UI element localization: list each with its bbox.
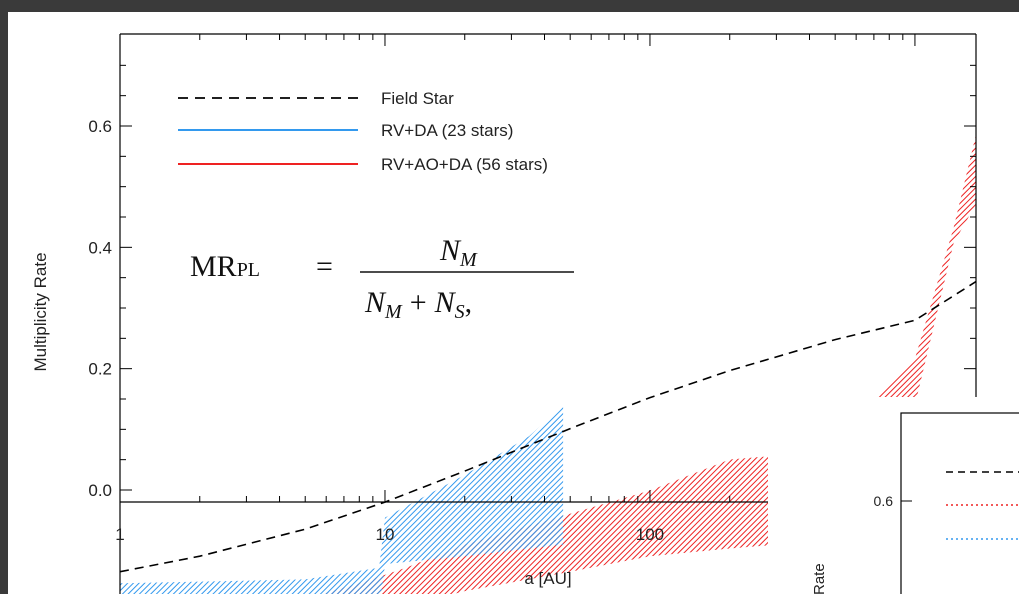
legend-label: Field Star — [381, 89, 454, 108]
legend-label: RV+DA (23 stars) — [381, 121, 513, 140]
equation-numerator: N — [439, 234, 462, 267]
band-rv-da — [120, 405, 564, 594]
y-axis-label: Multiplicity Rate — [31, 252, 50, 371]
equation-denominator2: N — [434, 286, 457, 319]
inset-chart: 0.6 Rate — [768, 397, 1019, 594]
legend-label: RV+AO+DA (56 stars) — [381, 155, 548, 174]
equation-plus: + — [410, 286, 427, 319]
equation-trailing: , — [465, 286, 473, 319]
x-axis-label: a [AU] — [524, 569, 571, 588]
y-tick-label: 0.4 — [88, 238, 112, 257]
equation-numerator-sub: M — [459, 249, 478, 271]
svg-text:MRPL: MRPL — [190, 250, 260, 283]
equation-lhs: MR — [190, 250, 237, 283]
figure-canvas: 1101001000a [AU]0.00.20.40.6Multiplicity… — [8, 12, 1019, 594]
field-star-line — [120, 280, 976, 573]
x-tick-label: 1 — [115, 525, 124, 544]
inset-y-tick-label: 0.6 — [874, 493, 894, 509]
x-tick-label: 10 — [376, 525, 395, 544]
equation-lhs-sub: PL — [237, 259, 260, 281]
svg-text:NM+NS,: NM + NS, — [364, 286, 472, 323]
y-tick-label: 0.6 — [88, 117, 112, 136]
svg-text:NM: NM — [439, 234, 478, 271]
inset-frame — [900, 412, 1019, 594]
multiplicity-equation: MRPL = NM NM + NS, — [190, 234, 574, 323]
equation-denominator-sub1: M — [384, 301, 403, 323]
y-tick-label: 0.2 — [88, 360, 112, 379]
y-tick-label: 0.0 — [88, 481, 112, 500]
equation-denominator: N — [364, 286, 387, 319]
x-tick-label: 100 — [636, 525, 664, 544]
inset-y-axis-label: Rate — [811, 563, 828, 594]
equation-denominator-sub2: S — [455, 301, 465, 323]
equation-equals: = — [316, 250, 333, 283]
multiplicity-rate-chart: 1101001000a [AU]0.00.20.40.6Multiplicity… — [31, 33, 1019, 594]
